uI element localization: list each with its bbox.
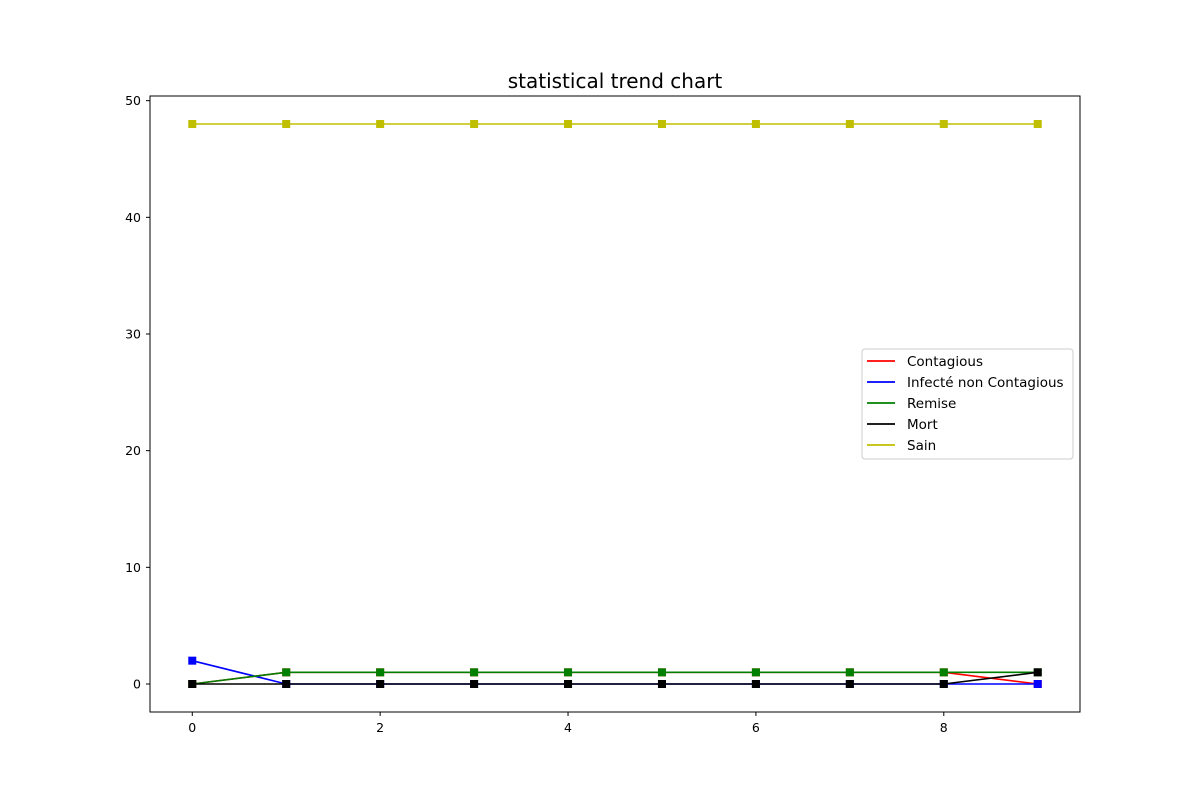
series-layer	[188, 120, 1042, 688]
series-line	[192, 671, 1038, 685]
data-point	[657, 680, 666, 688]
data-point	[939, 120, 948, 128]
data-point	[939, 668, 948, 677]
y-tick-label: 10	[125, 560, 141, 575]
x-tick-label: 0	[188, 720, 196, 735]
series-mort	[188, 668, 1042, 688]
data-point	[564, 680, 573, 688]
data-point	[751, 680, 760, 688]
plot-area-frame	[149, 95, 1081, 713]
legend-label: Remise	[907, 396, 956, 412]
y-tick-label: 0	[133, 677, 141, 692]
legend-label: Contagious	[907, 354, 983, 370]
data-point	[845, 680, 854, 688]
y-tick-label: 20	[125, 443, 141, 458]
legend-label: Infecté non Contagious	[907, 375, 1064, 391]
data-point	[845, 120, 854, 128]
data-point	[564, 668, 573, 677]
y-axis: 0 10 20 30 40 50	[125, 93, 150, 692]
x-axis: 0 2 4 6 8	[188, 712, 948, 735]
data-point	[188, 656, 197, 665]
data-point	[845, 668, 854, 677]
x-tick-label: 6	[752, 720, 760, 735]
data-point	[282, 668, 291, 677]
data-point	[376, 668, 385, 677]
data-point	[282, 120, 291, 128]
data-point	[470, 120, 479, 128]
series-contagious	[188, 668, 1042, 688]
legend-label: Sain	[907, 438, 936, 454]
legend-entry: Infecté non Contagious	[867, 375, 1064, 391]
data-point	[1033, 668, 1042, 677]
legend-entry: Contagious	[867, 354, 983, 370]
x-tick-label: 2	[376, 720, 384, 735]
data-point	[1033, 680, 1042, 688]
x-tick-label: 4	[564, 720, 572, 735]
data-point	[657, 668, 666, 677]
data-point	[188, 680, 197, 688]
x-tick-label: 8	[940, 720, 948, 735]
legend-box	[861, 348, 1074, 460]
series-remise	[188, 668, 1042, 688]
series-line	[192, 671, 1038, 685]
legend-entry: Mort	[867, 417, 938, 433]
data-point	[564, 120, 573, 128]
data-point	[657, 120, 666, 128]
data-point	[939, 680, 948, 688]
data-point	[470, 680, 479, 688]
data-point	[751, 668, 760, 677]
y-tick-label: 50	[125, 93, 141, 108]
legend-entry: Sain	[867, 438, 936, 454]
data-point	[376, 120, 385, 128]
series-line	[192, 671, 1038, 685]
chart-title: statistical trend chart	[508, 69, 723, 93]
y-tick-label: 30	[125, 327, 141, 342]
data-point	[751, 120, 760, 128]
data-point	[188, 120, 197, 128]
series-sain	[188, 120, 1042, 128]
legend-label: Mort	[907, 417, 938, 433]
data-point	[470, 668, 479, 677]
data-point	[1033, 120, 1042, 128]
data-point	[282, 680, 291, 688]
legend-entry: Remise	[867, 396, 956, 412]
legend: Contagious Infecté non Contagious Remise Mo…	[861, 348, 1074, 460]
data-point	[376, 680, 385, 688]
y-tick-label: 40	[125, 210, 141, 225]
